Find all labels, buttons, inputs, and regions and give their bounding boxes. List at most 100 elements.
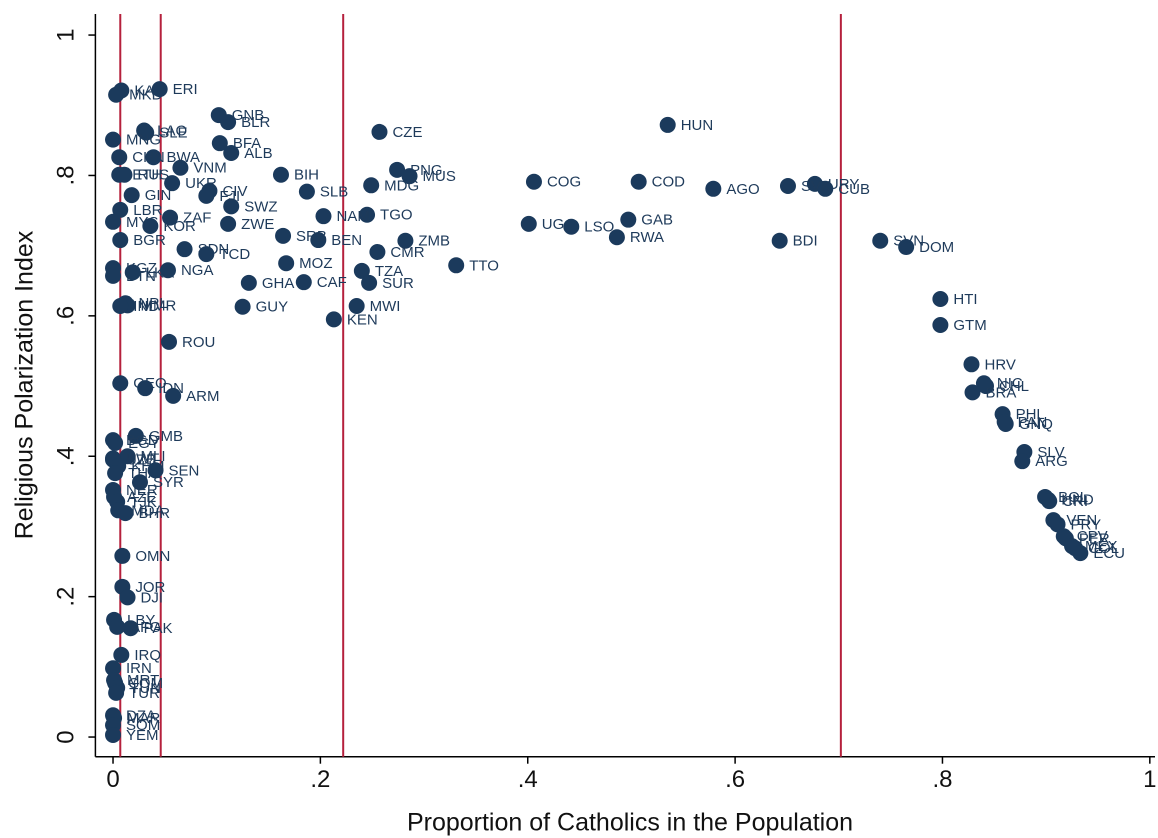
point bbox=[932, 291, 949, 308]
point bbox=[234, 298, 251, 315]
point-label: SYR bbox=[153, 474, 184, 491]
point-label: GAB bbox=[641, 212, 673, 229]
point-label: KEN bbox=[347, 311, 378, 328]
point bbox=[220, 215, 237, 232]
point-label: TUR bbox=[129, 685, 160, 702]
point bbox=[371, 123, 388, 140]
point bbox=[117, 505, 134, 522]
point bbox=[315, 208, 332, 225]
point bbox=[363, 177, 380, 194]
point-label: SLV bbox=[1037, 444, 1064, 461]
point-label: NGA bbox=[181, 262, 214, 279]
point-label: HTI bbox=[953, 291, 977, 308]
point-label: RUS bbox=[137, 167, 169, 184]
point bbox=[397, 232, 414, 249]
point bbox=[105, 660, 122, 677]
point bbox=[325, 311, 342, 328]
point-label: SLB bbox=[320, 184, 348, 201]
point-label: TUN bbox=[130, 680, 161, 697]
y-tick-label: 0 bbox=[53, 730, 80, 743]
point-label: NER bbox=[126, 482, 158, 499]
point-label: DOM bbox=[919, 239, 954, 256]
point-label: LBY bbox=[127, 612, 155, 629]
point-label: HUN bbox=[681, 117, 714, 134]
point bbox=[164, 175, 181, 192]
point bbox=[295, 274, 312, 291]
point-label: YEM bbox=[126, 727, 159, 744]
point bbox=[223, 198, 240, 215]
point bbox=[401, 168, 418, 185]
y-tick-label: 1 bbox=[53, 28, 80, 41]
point-label: UZB bbox=[126, 452, 156, 469]
point bbox=[116, 166, 133, 183]
point-label: ERI bbox=[173, 81, 198, 98]
point-label: TTO bbox=[469, 257, 499, 274]
point-label: TZA bbox=[375, 263, 403, 280]
point bbox=[114, 547, 131, 564]
x-tick-label: .2 bbox=[310, 766, 330, 793]
point bbox=[563, 218, 580, 235]
point bbox=[112, 375, 129, 392]
point-label: NPL bbox=[138, 295, 167, 312]
point bbox=[348, 298, 365, 315]
point-label: PHL bbox=[1016, 406, 1045, 423]
point bbox=[872, 232, 889, 249]
point-label: SUR bbox=[382, 275, 414, 292]
point-label: HRV bbox=[984, 356, 1015, 373]
point-label: CHN bbox=[132, 149, 165, 166]
point-label: BGR bbox=[133, 232, 166, 249]
point bbox=[112, 298, 129, 315]
point-label: SRB bbox=[296, 228, 327, 245]
point bbox=[111, 149, 128, 166]
point-label: ZMB bbox=[418, 233, 450, 250]
point-label: CUB bbox=[838, 181, 870, 198]
point bbox=[240, 274, 257, 291]
point bbox=[162, 209, 179, 226]
point-label: FJI bbox=[219, 188, 240, 205]
point-label: ARG bbox=[1035, 453, 1068, 470]
point bbox=[108, 684, 125, 701]
point bbox=[659, 116, 676, 133]
point bbox=[113, 646, 130, 663]
y-tick-label: .8 bbox=[53, 165, 80, 185]
point bbox=[817, 180, 834, 197]
point bbox=[932, 316, 949, 333]
point-label: AFG bbox=[130, 619, 161, 636]
point-label: ROU bbox=[182, 334, 215, 351]
point bbox=[310, 232, 327, 249]
point bbox=[608, 229, 625, 246]
point bbox=[272, 166, 289, 183]
point-label: CAF bbox=[317, 274, 347, 291]
point-label: RWA bbox=[630, 229, 664, 246]
point bbox=[119, 589, 136, 606]
point bbox=[353, 262, 370, 279]
point bbox=[448, 257, 465, 274]
point-label: CZE bbox=[392, 124, 422, 141]
point-label: AGO bbox=[726, 181, 759, 198]
point-label: TJK bbox=[130, 494, 157, 511]
point-label: MWI bbox=[370, 298, 401, 315]
point-label: GUY bbox=[256, 299, 289, 316]
point bbox=[898, 239, 915, 256]
point-label: COM bbox=[128, 675, 163, 692]
point bbox=[105, 726, 122, 743]
point-label: ZWE bbox=[241, 216, 274, 233]
point bbox=[389, 161, 406, 178]
point-label: BIH bbox=[294, 167, 319, 184]
point-label: OMN bbox=[135, 548, 170, 565]
point-label: IRN bbox=[126, 660, 152, 677]
point bbox=[131, 474, 148, 491]
point bbox=[705, 180, 722, 197]
point-label: IND bbox=[133, 298, 159, 315]
point-label: BLR bbox=[241, 114, 270, 131]
point-label: IRQ bbox=[134, 647, 161, 664]
point bbox=[779, 177, 796, 194]
point bbox=[1041, 493, 1058, 510]
point bbox=[198, 246, 215, 263]
point bbox=[1014, 453, 1031, 470]
point-label: MUS bbox=[423, 168, 456, 185]
point-label: GNB bbox=[232, 107, 265, 124]
point bbox=[145, 149, 162, 166]
point bbox=[198, 187, 215, 204]
